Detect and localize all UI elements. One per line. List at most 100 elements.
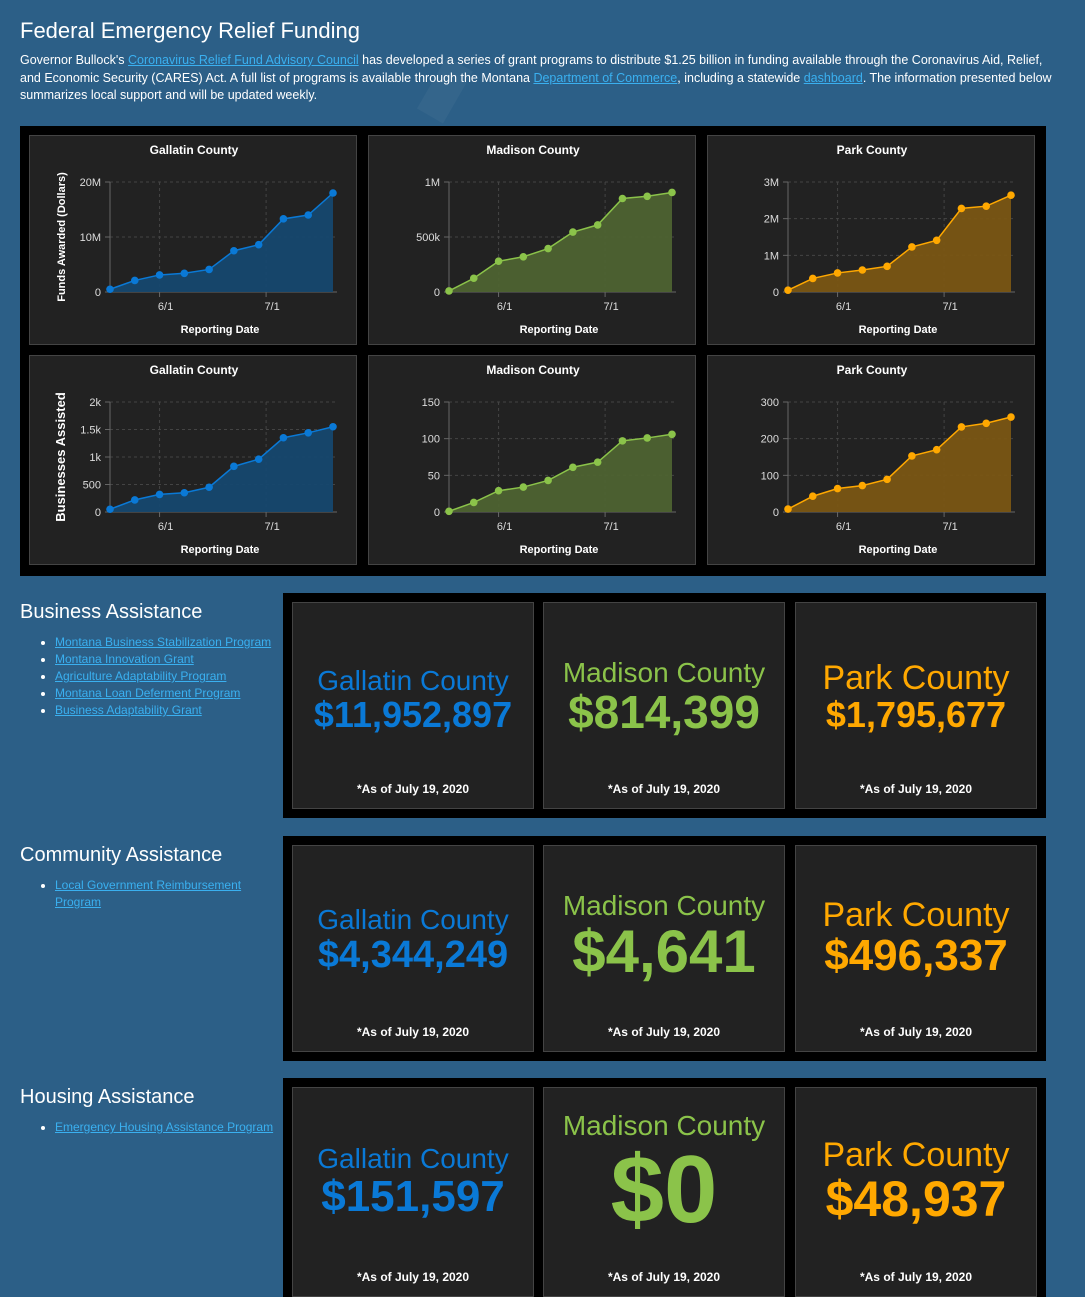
data-point	[494, 257, 503, 265]
program-link[interactable]: Agriculture Adaptability Program	[55, 669, 227, 683]
program-link[interactable]: Montana Business Stabilization Program	[55, 635, 272, 649]
data-point	[304, 429, 313, 437]
data-point	[618, 194, 627, 203]
stat-card-park: Park County $48,937 *As of July 19, 2020	[795, 1087, 1037, 1297]
x-tick-label: 7/1	[264, 521, 279, 533]
data-point	[1007, 191, 1015, 199]
data-point	[106, 505, 114, 514]
amount-value: $496,337	[824, 931, 1008, 980]
as-of-date: *As of July 19, 2020	[859, 1025, 973, 1039]
data-point	[544, 244, 552, 253]
y-tick-label: 0	[773, 287, 779, 299]
as-of-date: *As of July 19, 2020	[607, 782, 721, 796]
x-tick-label: 7/1	[942, 521, 957, 533]
x-tick-label: 7/1	[603, 521, 618, 533]
advisory-council-link[interactable]: Coronavirus Relief Fund Advisory Council	[127, 53, 359, 67]
section-title-housing: Housing Assistance	[20, 1086, 195, 1108]
series-line	[448, 433, 673, 512]
y-tick-label: 50	[428, 470, 440, 482]
dashboard-link[interactable]: dashboard	[803, 70, 863, 85]
y-axis-label: Funds Awarded (Dollars)	[56, 172, 68, 302]
y-tick-label: 0	[773, 507, 779, 519]
intro-text: . The information presented below summar…	[20, 70, 1052, 103]
intro-text: Governor Bullock's	[20, 53, 128, 67]
program-link[interactable]: Business Adaptability Grant	[55, 703, 202, 717]
charts-panel: Gallatin County 0 10M 20M 6/1 7/1 Reporting Da…	[20, 126, 1046, 576]
x-tick-label: 6/1	[836, 521, 851, 533]
chart-title: Park County	[837, 143, 908, 157]
county-name: Park County	[822, 659, 1010, 697]
x-axis-label: Reporting Date	[520, 544, 599, 556]
data-point	[445, 507, 453, 516]
amount-value: $48,937	[825, 1171, 1007, 1227]
y-tick-label: 2M	[764, 214, 779, 226]
x-tick-label: 6/1	[836, 301, 851, 313]
y-tick-label: 1M	[425, 177, 440, 189]
program-list-item: Montana Loan Deferment Program	[55, 685, 280, 702]
section-title-community: Community Assistance	[20, 844, 223, 866]
amount-value: $151,597	[321, 1172, 505, 1221]
data-point	[230, 246, 238, 255]
x-tick-label: 7/1	[603, 301, 618, 313]
data-point	[180, 488, 189, 497]
data-point	[205, 265, 213, 274]
as-of-date: *As of July 19, 2020	[607, 1270, 721, 1284]
data-point	[130, 496, 139, 504]
y-axis-label: Businesses Assisted	[53, 392, 68, 522]
data-point	[445, 287, 453, 295]
y-tick-label: 150	[422, 397, 440, 409]
stat-card-gallatin: Gallatin County $151,597 *As of July 19,…	[292, 1087, 534, 1297]
data-point	[858, 266, 867, 274]
y-tick-label: 1k	[89, 452, 101, 464]
chart-title: Gallatin County	[150, 143, 239, 157]
intro-paragraph: Governor Bullock's Coronavirus Relief Fu…	[20, 52, 1060, 105]
county-name: Gallatin County	[317, 1143, 509, 1174]
x-tick-label: 7/1	[942, 301, 957, 313]
y-tick-label: 500	[83, 480, 101, 492]
data-point	[643, 434, 652, 442]
program-link[interactable]: Emergency Housing Assistance Program	[55, 1120, 274, 1134]
stat-card-park: Park County $496,337 *As of July 19, 202…	[795, 845, 1037, 1052]
area-fill	[110, 193, 333, 292]
data-point	[279, 215, 288, 223]
data-point	[230, 462, 238, 471]
y-tick-label: 1.5k	[80, 425, 101, 437]
area-fill	[449, 434, 672, 512]
data-point	[569, 228, 577, 236]
data-point	[569, 463, 577, 472]
chart-title: Gallatin County	[150, 363, 239, 377]
chart-title: Madison County	[486, 363, 580, 377]
y-tick-label: 3M	[764, 177, 779, 189]
department-of-commerce-link[interactable]: Department of Commerce	[533, 70, 678, 85]
data-point	[932, 445, 941, 454]
data-point	[494, 486, 503, 495]
intro-text: , including a statewide	[677, 70, 804, 85]
data-point	[329, 189, 337, 197]
program-link[interactable]: Montana Loan Deferment Program	[55, 686, 241, 700]
y-tick-label: 0	[95, 287, 101, 299]
y-tick-label: 300	[761, 397, 779, 409]
data-point	[469, 274, 478, 283]
series-line	[787, 416, 1012, 510]
data-point	[883, 262, 891, 271]
chart-gallatin-funds: Gallatin County 0 10M 20M 6/1 7/1 Reporting Da…	[29, 135, 357, 345]
data-point	[784, 505, 792, 513]
county-name: Madison County	[562, 657, 766, 688]
program-link[interactable]: Montana Innovation Grant	[55, 652, 194, 666]
as-of-date: *As of July 19, 2020	[859, 1270, 973, 1284]
data-point	[982, 419, 991, 428]
series-line	[109, 426, 334, 510]
data-point	[808, 274, 817, 283]
data-point	[668, 430, 676, 439]
program-list-item: Business Adaptability Grant	[55, 702, 280, 719]
amount-value: $1,795,677	[825, 694, 1007, 735]
data-point	[908, 243, 916, 251]
data-point	[130, 276, 139, 285]
y-tick-label: 100	[761, 470, 779, 482]
program-link[interactable]: Local Government Reimbursement Program	[55, 878, 242, 909]
data-point	[519, 483, 528, 491]
area-fill	[788, 195, 1011, 292]
data-point	[254, 455, 263, 463]
chart-title: Madison County	[486, 143, 580, 157]
amount-value: $11,952,897	[313, 694, 513, 735]
